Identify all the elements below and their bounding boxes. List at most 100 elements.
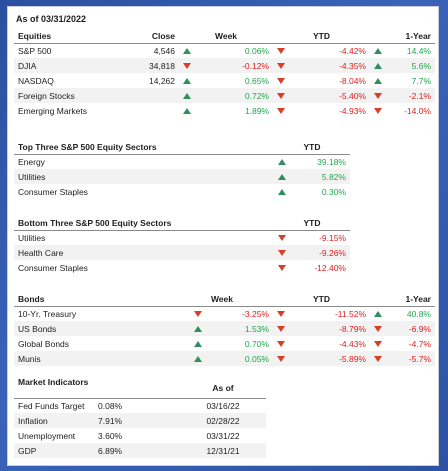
bottom-sectors-table: Bottom Three S&P 500 Equity Sectors YTD Ut… <box>14 216 350 275</box>
arrow-down-icon <box>183 62 191 69</box>
equities-header-1: Close <box>124 29 179 44</box>
bond-ytd: -4.43% <box>273 336 370 351</box>
market-header-0: Market Indicators <box>14 378 94 399</box>
equity-1year-value: 14.4% <box>406 45 431 56</box>
bonds-header-1: Week <box>124 292 273 307</box>
table-row: Global Bonds 0.70% -4.43% -4.7% <box>14 336 435 351</box>
table-row: Energy 39.18% <box>14 154 350 169</box>
bond-ytd-value: -4.43% <box>339 338 366 349</box>
top_sectors-header-0: Top Three S&P 500 Equity Sectors <box>14 140 274 155</box>
sector-name: Consumer Staples <box>18 186 88 197</box>
indicator-name: GDP <box>14 443 94 458</box>
arrow-down-icon <box>278 264 286 271</box>
table-row: Foreign Stocks 0.72% -5.40% -2.1% <box>14 88 435 103</box>
indicator-date: 02/28/22 <box>180 413 266 428</box>
bond-week: -3.25% <box>124 306 273 321</box>
bond-week: 0.70% <box>124 336 273 351</box>
arrow-down-icon <box>374 355 382 362</box>
market-header-2: As of <box>180 378 266 399</box>
equity-ytd: -8.04% <box>273 73 370 88</box>
equity-name: S&P 500 <box>18 45 52 56</box>
bottom_sectors-header-1: YTD <box>274 216 350 231</box>
bottom_sectors-header-0: Bottom Three S&P 500 Equity Sectors <box>14 216 274 231</box>
bond-ytd-value: -5.89% <box>339 353 366 364</box>
equity-1year: 14.4% <box>370 43 435 58</box>
table-row: NASDAQ 14,262 0.65% -8.04% 7.7% <box>14 73 435 88</box>
equity-week-value: 0.72% <box>244 90 269 101</box>
sector-ytd-value: 0.30% <box>321 186 346 197</box>
arrow-up-icon <box>183 92 191 99</box>
equity-ytd-value: -4.42% <box>339 45 366 56</box>
table-row: Utilities -9.15% <box>14 230 350 245</box>
arrow-up-icon <box>278 158 286 165</box>
indicator-value: 7.91% <box>94 413 180 428</box>
equity-1year: -14.0% <box>370 103 435 118</box>
equity-name: DJIA <box>14 58 124 73</box>
indicator-value: 3.60% <box>98 430 123 441</box>
equity-ytd: -5.40% <box>273 88 370 103</box>
equity-name: Emerging Markets <box>18 105 87 116</box>
arrow-down-icon <box>277 325 285 332</box>
bond-name: 10-Yr. Treasury <box>18 308 77 319</box>
arrow-down-icon <box>277 47 285 54</box>
indicator-date: 03/31/22 <box>206 430 240 441</box>
bond-week-value: 0.05% <box>244 353 269 364</box>
equity-ytd: -4.93% <box>273 103 370 118</box>
arrow-up-icon <box>183 77 191 84</box>
indicator-date: 03/16/22 <box>206 400 240 411</box>
sector-ytd-value: 39.18% <box>317 156 346 167</box>
equity-week-value: 0.06% <box>244 45 269 56</box>
arrow-up-icon <box>183 47 191 54</box>
top_sectors-header-1: YTD <box>274 140 350 155</box>
equities-header-3: YTD <box>273 29 370 44</box>
arrow-up-icon <box>374 62 382 69</box>
equity-close <box>124 103 179 118</box>
equity-1year: 5.6% <box>370 58 435 73</box>
indicator-date: 12/31/21 <box>180 443 266 458</box>
arrow-down-icon <box>277 355 285 362</box>
arrow-down-icon <box>374 325 382 332</box>
table-row: S&P 500 4,546 0.06% -4.42% 14.4% <box>14 43 435 58</box>
sector-name: Utilities <box>14 169 274 184</box>
equity-name: Foreign Stocks <box>14 88 124 103</box>
table-row: Fed Funds Target 0.08% 03/16/22 <box>14 398 266 413</box>
as-of-date: As of 03/31/2022 <box>16 14 87 24</box>
table-row: Munis 0.05% -5.89% -5.7% <box>14 351 435 366</box>
equity-ytd-value: -4.35% <box>339 60 366 71</box>
sector-ytd-value: -9.26% <box>319 247 346 258</box>
equity-ytd-value: -4.93% <box>339 105 366 116</box>
bonds-header-2: YTD <box>273 292 370 307</box>
bonds-table: Bonds Week YTD 1-Year 10-Yr. Treasury -3.25% -… <box>14 292 435 366</box>
bond-ytd: -5.89% <box>273 351 370 366</box>
arrow-up-icon <box>194 340 202 347</box>
top-sectors-table: Top Three S&P 500 Equity Sectors YTD Energ… <box>14 140 350 199</box>
equity-1year-value: -2.1% <box>408 90 431 101</box>
equity-week: 0.65% <box>179 73 273 88</box>
sector-name: Consumer Staples <box>18 262 88 273</box>
bond-ytd: -11.52% <box>273 306 370 321</box>
equity-ytd-value: -5.40% <box>339 90 366 101</box>
table-row: Consumer Staples -12.40% <box>14 260 350 275</box>
bond-1year-value: -4.7% <box>408 338 431 349</box>
equity-week-value: 0.65% <box>244 75 269 86</box>
bottom_sectors-header-row: Bottom Three S&P 500 Equity Sectors YTD <box>14 216 350 231</box>
equity-week: 1.89% <box>179 103 273 118</box>
arrow-down-icon <box>277 92 285 99</box>
arrow-down-icon <box>277 340 285 347</box>
equities-header-row: Equities Close Week YTD 1-Year <box>14 29 435 44</box>
bond-week: 1.53% <box>124 321 273 336</box>
equity-close: 4,546 <box>153 45 175 56</box>
equity-close: 14,262 <box>149 75 175 86</box>
market-header-row: Market Indicators As of <box>14 378 266 399</box>
bond-1year-value: -6.9% <box>408 323 431 334</box>
bond-name: US Bonds <box>14 321 124 336</box>
arrow-down-icon <box>374 107 382 114</box>
equities-table: Equities Close Week YTD 1-Year S&P 500 4,546 0.… <box>14 29 435 118</box>
bond-ytd-value: -11.52% <box>334 308 366 319</box>
market-header-1 <box>94 378 180 399</box>
bonds-header-row: Bonds Week YTD 1-Year <box>14 292 435 307</box>
sector-ytd-value: -9.15% <box>319 232 346 243</box>
equity-week: 0.72% <box>179 88 273 103</box>
table-row: Unemployment 3.60% 03/31/22 <box>14 428 266 443</box>
arrow-down-icon <box>277 310 285 317</box>
